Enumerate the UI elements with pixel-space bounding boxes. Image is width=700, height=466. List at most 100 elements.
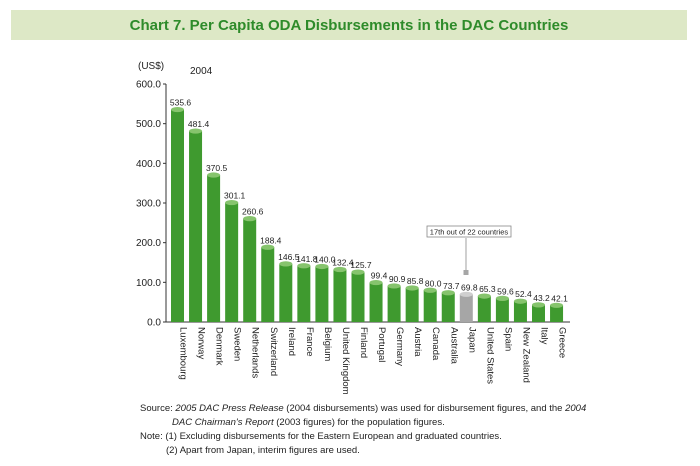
bar-top-cap	[189, 128, 203, 134]
value-label: 85.8	[407, 276, 424, 286]
value-label: 481.4	[188, 119, 210, 129]
value-label: 140.0	[314, 254, 336, 264]
value-label: 301.1	[224, 191, 246, 201]
source-notes: Source: 2005 DAC Press Release (2004 dis…	[140, 402, 660, 458]
bar	[441, 292, 455, 322]
category-label: United Kingdom	[340, 327, 351, 395]
annotation-box	[426, 225, 512, 238]
source-end-text: (2003 figures) for the population figure…	[273, 417, 445, 428]
category-label: Ireland	[286, 327, 297, 356]
source-mid-text: (2004 disbursements) was used for disbur…	[283, 403, 566, 414]
y-axis-ticks: 0.0 100.0 200.0 300.0 400.0 500.0 600.0	[136, 80, 166, 329]
bar	[387, 285, 401, 322]
value-label: 99.4	[371, 271, 388, 281]
value-label: 73.7	[443, 281, 460, 291]
bar	[532, 304, 545, 322]
value-label: 260.6	[242, 207, 264, 217]
value-label: 535.6	[170, 98, 192, 108]
bar-top-cap	[351, 269, 365, 275]
y-tick-label: 100.0	[136, 278, 161, 289]
bar-top-cap	[532, 302, 545, 308]
value-label: 65.3	[479, 284, 496, 294]
annotation-group: 17th out of 22 countries	[426, 225, 512, 275]
chart-title: Chart 7. Per Capita ODA Disbursements in…	[129, 16, 569, 34]
bar	[171, 109, 184, 322]
source-publication-1: 2005 DAC Press Release	[175, 403, 284, 414]
bar	[297, 265, 311, 322]
category-label: Austria	[412, 327, 423, 357]
value-label: 188.4	[260, 235, 282, 245]
bar	[459, 294, 473, 322]
bar-top-cap	[387, 283, 401, 289]
category-label: Norway	[196, 327, 207, 359]
note-2: (2) Apart from Japan, interim figures ar…	[166, 445, 360, 456]
category-label: Switzerland	[268, 327, 279, 376]
bar	[333, 269, 347, 322]
category-label: Canada	[430, 327, 441, 361]
chart-title-band: Chart 7. Per Capita ODA Disbursements in…	[11, 10, 687, 40]
bar-top-cap	[315, 263, 329, 270]
category-label: France	[304, 327, 315, 357]
category-label: Spain	[502, 327, 513, 351]
bar-top-cap	[441, 290, 455, 296]
source-prefix: Source:	[140, 403, 176, 414]
category-label: Germany	[394, 327, 405, 366]
bar-top-cap	[477, 293, 491, 299]
bar	[207, 175, 221, 322]
category-label: Italy	[539, 327, 550, 345]
bars-group: 535.6 Luxembourg 481.4 Norway 370.5 Denmark 30…	[170, 98, 568, 395]
bar-top-cap	[297, 263, 311, 269]
y-unit-label: (US$)	[138, 61, 164, 72]
bar-top-cap	[423, 287, 437, 293]
value-label: 132.4	[332, 257, 354, 267]
source-publication-2-year: 2004	[565, 403, 587, 414]
category-label: Japan	[466, 327, 477, 353]
y-tick-label: 200.0	[136, 238, 161, 249]
value-label: 370.5	[206, 163, 228, 173]
category-label: Luxembourg	[178, 327, 189, 380]
category-label: Portugal	[376, 327, 387, 362]
annotation-marker	[463, 270, 469, 275]
source-publication-2: DAC Chairman's Report	[172, 417, 274, 428]
bar	[315, 266, 329, 322]
bar-top-cap	[243, 216, 257, 222]
category-label: New Zealand	[520, 327, 531, 383]
category-label: Netherlands	[250, 327, 261, 378]
y-tick-label: 500.0	[136, 119, 161, 130]
bar-top-cap	[369, 279, 383, 286]
y-tick-label: 600.0	[136, 80, 161, 91]
category-label: Denmark	[214, 327, 225, 366]
value-label: 59.6	[497, 286, 514, 296]
bar	[550, 305, 564, 322]
bar-top-cap	[207, 172, 221, 178]
source-line: Source: 2005 DAC Press Release (2004 dis…	[140, 402, 660, 416]
bar-top-cap	[333, 266, 347, 273]
bar-top-cap	[261, 244, 275, 250]
bar	[225, 202, 239, 322]
bar-top-cap	[171, 106, 184, 113]
value-label: 141.8	[296, 254, 318, 264]
annotation-text: 17th out of 22 countries	[430, 228, 509, 237]
value-label: 90.9	[389, 274, 406, 284]
bar	[423, 290, 437, 322]
bar	[513, 301, 527, 322]
bar	[243, 218, 257, 322]
bar-top-cap	[225, 199, 239, 206]
bar	[351, 272, 365, 322]
note-1: Note: (1) Excluding disbursements for th…	[140, 431, 502, 442]
value-label: 52.4	[515, 289, 532, 299]
category-label: Finland	[358, 327, 369, 358]
y-tick-label: 0.0	[147, 318, 161, 329]
y-tick-label: 300.0	[136, 199, 161, 210]
value-label: 69.8	[461, 282, 478, 292]
bar-top-cap	[513, 298, 527, 304]
bar-chart: (US$) 2004 0.0 100.0 200.0 300.0 400.0 500.0 6…	[136, 61, 570, 395]
bar-top-cap	[495, 295, 509, 301]
value-label: 42.1	[551, 293, 568, 303]
source-line-2: DAC Chairman's Report (2003 figures) for…	[140, 416, 660, 430]
bar-top-cap	[550, 302, 564, 308]
year-label: 2004	[190, 66, 213, 77]
bar	[405, 287, 419, 322]
bar	[495, 298, 509, 322]
value-label: 80.0	[425, 278, 442, 288]
